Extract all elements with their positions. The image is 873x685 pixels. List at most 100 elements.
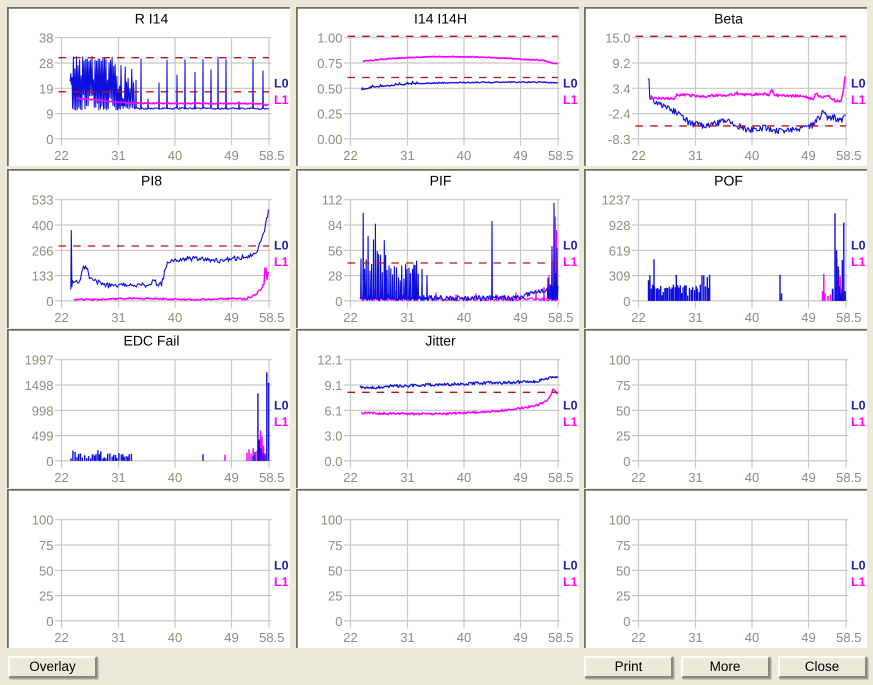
svg-text:31: 31	[111, 148, 125, 163]
svg-text:75: 75	[616, 538, 630, 553]
svg-text:L0: L0	[274, 238, 289, 252]
svg-text:49: 49	[513, 470, 527, 485]
svg-text:58.5: 58.5	[548, 470, 573, 485]
svg-text:22: 22	[631, 148, 645, 163]
svg-text:50: 50	[328, 563, 342, 578]
svg-text:0: 0	[46, 294, 53, 309]
svg-text:22: 22	[54, 630, 68, 645]
svg-text:58.5: 58.5	[548, 148, 573, 163]
svg-text:31: 31	[688, 630, 702, 645]
svg-text:0: 0	[46, 614, 53, 629]
svg-text:49: 49	[513, 310, 527, 325]
svg-text:L1: L1	[563, 415, 578, 429]
svg-text:9.1: 9.1	[324, 378, 342, 393]
svg-text:31: 31	[400, 310, 414, 325]
svg-text:58.5: 58.5	[259, 470, 284, 485]
svg-text:L1: L1	[563, 93, 578, 107]
svg-text:75: 75	[39, 538, 53, 553]
svg-text:L0: L0	[274, 558, 289, 572]
svg-text:75: 75	[616, 378, 630, 393]
svg-text:31: 31	[688, 148, 702, 163]
svg-text:L0: L0	[851, 77, 866, 91]
svg-text:58.5: 58.5	[259, 310, 284, 325]
svg-text:40: 40	[457, 630, 471, 645]
svg-text:49: 49	[801, 470, 815, 485]
svg-text:31: 31	[111, 470, 125, 485]
svg-text:40: 40	[745, 148, 759, 163]
svg-text:Beta: Beta	[714, 11, 743, 27]
svg-text:49: 49	[224, 148, 238, 163]
svg-text:L0: L0	[563, 398, 578, 412]
svg-text:309: 309	[609, 268, 631, 283]
svg-text:L1: L1	[274, 255, 289, 269]
svg-text:EDC Fail: EDC Fail	[123, 332, 179, 348]
svg-text:L1: L1	[563, 575, 578, 589]
svg-text:PI8: PI8	[141, 172, 162, 188]
svg-text:58.5: 58.5	[548, 310, 573, 325]
svg-text:31: 31	[400, 148, 414, 163]
svg-text:25: 25	[39, 588, 53, 603]
svg-text:31: 31	[688, 310, 702, 325]
svg-text:31: 31	[688, 470, 702, 485]
svg-text:L0: L0	[851, 558, 866, 572]
svg-text:31: 31	[111, 310, 125, 325]
svg-text:0.25: 0.25	[317, 107, 342, 122]
svg-text:100: 100	[32, 512, 54, 527]
svg-text:0: 0	[46, 454, 53, 469]
svg-text:6.1: 6.1	[324, 403, 342, 418]
svg-text:266: 266	[32, 243, 54, 258]
svg-text:58.5: 58.5	[836, 630, 861, 645]
svg-text:L0: L0	[563, 558, 578, 572]
svg-text:100: 100	[609, 512, 631, 527]
svg-text:POF: POF	[714, 172, 743, 188]
svg-text:40: 40	[745, 470, 759, 485]
svg-text:49: 49	[513, 630, 527, 645]
svg-text:25: 25	[328, 588, 342, 603]
svg-text:0: 0	[623, 454, 630, 469]
svg-text:15.0: 15.0	[605, 31, 630, 46]
svg-text:22: 22	[54, 310, 68, 325]
svg-text:58.5: 58.5	[259, 630, 284, 645]
svg-text:12.1: 12.1	[317, 352, 342, 367]
svg-text:40: 40	[457, 470, 471, 485]
svg-text:25: 25	[616, 588, 630, 603]
svg-text:22: 22	[54, 148, 68, 163]
svg-text:533: 533	[32, 192, 54, 207]
svg-text:49: 49	[801, 310, 815, 325]
svg-text:22: 22	[343, 470, 357, 485]
svg-text:40: 40	[168, 630, 182, 645]
svg-text:40: 40	[168, 148, 182, 163]
svg-text:31: 31	[111, 630, 125, 645]
svg-text:0: 0	[623, 614, 630, 629]
svg-text:3.4: 3.4	[612, 81, 630, 96]
svg-text:0.75: 0.75	[317, 56, 342, 71]
svg-text:0: 0	[335, 294, 342, 309]
svg-text:19: 19	[39, 81, 53, 96]
svg-text:31: 31	[400, 630, 414, 645]
svg-text:28: 28	[328, 268, 342, 283]
svg-text:22: 22	[54, 470, 68, 485]
svg-text:25: 25	[616, 428, 630, 443]
svg-text:619: 619	[609, 243, 631, 258]
svg-text:49: 49	[513, 148, 527, 163]
svg-text:49: 49	[224, 630, 238, 645]
svg-text:100: 100	[321, 512, 343, 527]
svg-text:58.5: 58.5	[259, 148, 284, 163]
svg-text:38: 38	[39, 31, 53, 46]
svg-text:400: 400	[32, 218, 54, 233]
svg-text:1997: 1997	[25, 352, 54, 367]
svg-text:133: 133	[32, 268, 54, 283]
svg-text:9.2: 9.2	[612, 56, 630, 71]
svg-text:0: 0	[46, 132, 53, 147]
svg-text:L0: L0	[274, 77, 289, 91]
svg-text:499: 499	[32, 428, 54, 443]
svg-text:1.00: 1.00	[317, 31, 342, 46]
svg-text:22: 22	[343, 148, 357, 163]
svg-text:L1: L1	[851, 93, 866, 107]
svg-text:22: 22	[343, 310, 357, 325]
svg-text:100: 100	[609, 352, 631, 367]
svg-text:0.50: 0.50	[317, 81, 342, 96]
svg-text:L0: L0	[274, 398, 289, 412]
svg-text:49: 49	[801, 630, 815, 645]
svg-text:58.5: 58.5	[836, 148, 861, 163]
